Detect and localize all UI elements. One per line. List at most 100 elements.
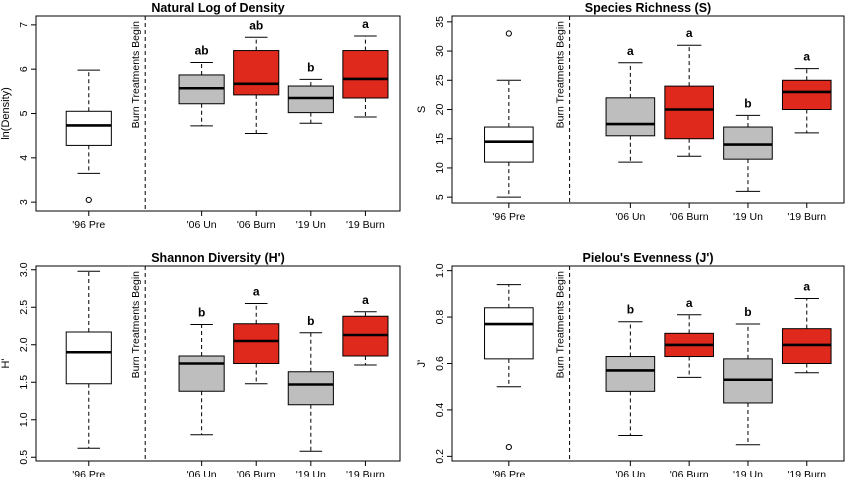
chart-title: Pielou's Evenness (J') xyxy=(583,251,714,265)
boxplot-2: a xyxy=(605,44,656,163)
y-tick-label: 20 xyxy=(434,104,446,116)
y-tick-label: 10 xyxy=(434,162,446,174)
y-tick-label: 30 xyxy=(434,45,446,57)
boxplot-2: b xyxy=(605,303,656,436)
significance-letter: b xyxy=(307,314,314,328)
x-tick-label: '19 Burn xyxy=(787,469,826,477)
significance-letter: a xyxy=(803,50,810,64)
iqr-box xyxy=(605,97,656,137)
y-axis-label: H' xyxy=(0,358,12,368)
y-tick-label: 5 xyxy=(18,110,30,116)
iqr-box xyxy=(65,110,112,146)
y-tick-label: 3 xyxy=(18,199,30,205)
y-tick-label: 0.4 xyxy=(434,402,446,417)
panel-1: Natural Log of Density ln(Density) 3 4 5 6 7 '9… xyxy=(0,1,401,231)
outlier-point xyxy=(505,30,512,37)
plot-frame xyxy=(35,265,401,462)
iqr-box xyxy=(65,331,112,385)
boxplot-5: a xyxy=(342,293,389,366)
y-tick-label: 1.0 xyxy=(18,412,30,427)
x-tick-label: '06 Burn xyxy=(670,211,709,223)
iqr-box xyxy=(342,50,389,99)
boxplot-4: b xyxy=(723,305,773,446)
x-tick-label: '19 Un xyxy=(296,469,326,477)
y-axis-label: ln(Density) xyxy=(0,87,12,140)
y-tick-label: 2.5 xyxy=(18,300,30,315)
significance-letter: a xyxy=(686,26,693,40)
iqr-box xyxy=(484,307,534,360)
significance-letter: ab xyxy=(195,44,209,58)
significance-letter: a xyxy=(803,280,810,294)
y-axis-label: J' xyxy=(416,360,428,368)
x-tick-label: '06 Burn xyxy=(237,219,276,231)
treatment-annotation: Burn Treatments Begin xyxy=(130,21,142,129)
x-tick-label: '96 Pre xyxy=(492,211,525,223)
chart-title: Shannon Diversity (H') xyxy=(151,251,285,265)
y-tick-label: 6 xyxy=(18,66,30,72)
boxplot-3: ab xyxy=(233,18,280,134)
significance-letter: a xyxy=(686,296,693,310)
x-tick-label: '06 Un xyxy=(187,219,217,231)
y-tick-label: 5 xyxy=(434,194,446,200)
x-tick-label: '06 Burn xyxy=(237,469,276,477)
y-tick-label: 0.6 xyxy=(434,356,446,371)
significance-letter: ab xyxy=(249,18,263,32)
significance-letter: b xyxy=(307,60,314,74)
boxplot-5: a xyxy=(781,50,832,134)
x-tick-label: '96 Pre xyxy=(492,469,525,477)
significance-letter: a xyxy=(362,17,369,31)
x-tick-label: '06 Un xyxy=(615,211,645,223)
iqr-box xyxy=(233,50,280,96)
iqr-box xyxy=(664,85,714,140)
outlier-point xyxy=(505,443,512,451)
treatment-annotation: Burn Treatments Begin xyxy=(555,271,567,379)
boxplot-1 xyxy=(484,284,534,451)
chart-title: Species Richness (S) xyxy=(585,1,711,15)
x-tick-label: '19 Burn xyxy=(346,219,385,231)
y-tick-label: 4 xyxy=(18,155,30,161)
iqr-box xyxy=(781,79,832,110)
y-tick-label: 1.0 xyxy=(434,263,446,278)
y-tick-label: 3.0 xyxy=(18,262,30,277)
boxplot-4: b xyxy=(723,96,773,192)
y-tick-label: 35 xyxy=(434,16,446,28)
x-tick-label: '96 Pre xyxy=(72,219,105,231)
panel-2: Species Richness (S) S 5 10 15 20 25 30 35 '96 Pr… xyxy=(416,1,845,223)
y-tick-label: 25 xyxy=(434,74,446,86)
y-tick-label: 0.5 xyxy=(18,450,30,465)
panel-3: Shannon Diversity (H') H' 0.5 1.0 1.5 2.0 2.5 3… xyxy=(0,251,401,477)
boxplot-1 xyxy=(484,30,534,198)
y-tick-label: 0.2 xyxy=(434,449,446,464)
outlier-point xyxy=(85,196,92,204)
y-tick-label: 2.0 xyxy=(18,337,30,352)
y-axis-label: S xyxy=(416,106,428,113)
y-tick-label: 7 xyxy=(18,22,30,28)
x-tick-label: '19 Un xyxy=(296,219,326,231)
x-tick-label: '06 Un xyxy=(615,469,645,477)
x-tick-label: '96 Pre xyxy=(72,469,105,477)
x-tick-label: '19 Burn xyxy=(787,211,826,223)
chart-title: Natural Log of Density xyxy=(151,1,284,15)
significance-letter: b xyxy=(744,305,751,319)
significance-letter: b xyxy=(627,303,634,317)
boxplot-4: b xyxy=(287,314,334,452)
boxplot-1 xyxy=(65,69,112,204)
boxplot-4: b xyxy=(287,60,334,124)
boxplot-5: a xyxy=(342,17,389,118)
iqr-box xyxy=(178,355,225,392)
boxplot-2: ab xyxy=(178,44,225,127)
significance-letter: a xyxy=(253,285,260,299)
iqr-box xyxy=(723,126,773,160)
boxplot-5: a xyxy=(781,280,832,374)
iqr-box xyxy=(233,323,280,364)
boxplot-1 xyxy=(65,270,112,449)
x-tick-label: '19 Un xyxy=(733,211,763,223)
boxplot-3: a xyxy=(233,285,280,385)
panel-4: Pielou's Evenness (J') J' 0.2 0.4 0.6 0.8 1.0 '… xyxy=(416,251,845,477)
iqr-box xyxy=(287,371,334,406)
x-tick-label: '06 Un xyxy=(187,469,217,477)
significance-letter: a xyxy=(362,293,369,307)
boxplot-3: a xyxy=(664,296,714,378)
boxplot-2: b xyxy=(178,306,225,436)
